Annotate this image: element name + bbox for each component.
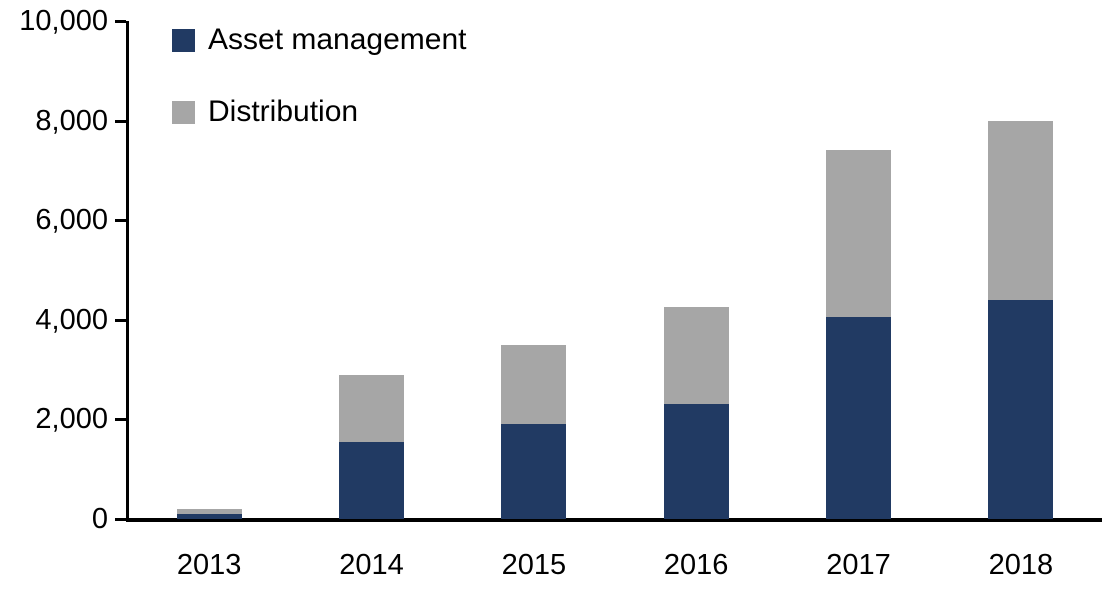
legend-item-distribution: Distribution <box>172 95 359 128</box>
legend-swatch-icon <box>172 28 195 52</box>
bar-segment-asset-management-2015 <box>501 424 567 519</box>
bar-segment-asset-management-2013 <box>176 514 242 519</box>
y-tick-label: 8,000 <box>35 104 108 137</box>
bar-segment-asset-management-2014 <box>339 441 404 519</box>
y-tick-label: 2,000 <box>35 403 108 436</box>
y-tick-label: 10,000 <box>19 5 108 37</box>
legend-item-asset-management: Asset management <box>172 23 467 56</box>
x-category-label: 2013 <box>176 549 242 581</box>
x-axis-line <box>126 518 1102 522</box>
y-tick-mark <box>115 318 126 322</box>
y-tick-mark <box>115 20 126 23</box>
x-category-label: 2017 <box>826 549 891 581</box>
bar-segment-asset-management-2018 <box>988 299 1054 519</box>
bar-segment-distribution-2013 <box>176 509 242 515</box>
y-tick-label: 4,000 <box>35 303 108 336</box>
y-tick-mark <box>115 119 126 123</box>
x-category-label: 2015 <box>501 549 567 581</box>
y-tick-mark <box>115 219 126 223</box>
legend-swatch-icon <box>172 100 195 124</box>
bar-segment-distribution-2016 <box>663 307 729 405</box>
x-category-label: 2018 <box>988 549 1054 581</box>
x-category-label: 2014 <box>339 549 404 581</box>
legend-label: Asset management <box>208 23 467 56</box>
legend-label: Distribution <box>208 95 359 128</box>
y-tick-label: 6,000 <box>35 204 108 237</box>
bar-segment-distribution-2017 <box>826 150 891 318</box>
bar-segment-asset-management-2017 <box>826 317 891 519</box>
x-category-label: 2016 <box>663 549 729 581</box>
bar-segment-distribution-2018 <box>988 120 1054 300</box>
y-tick-mark <box>115 418 126 422</box>
y-tick-mark <box>115 518 126 521</box>
bar-segment-asset-management-2016 <box>663 404 729 519</box>
bar-segment-distribution-2015 <box>501 344 567 425</box>
y-axis-line <box>126 21 129 522</box>
y-tick-label: 0 <box>91 503 108 535</box>
bar-segment-distribution-2014 <box>339 374 404 442</box>
